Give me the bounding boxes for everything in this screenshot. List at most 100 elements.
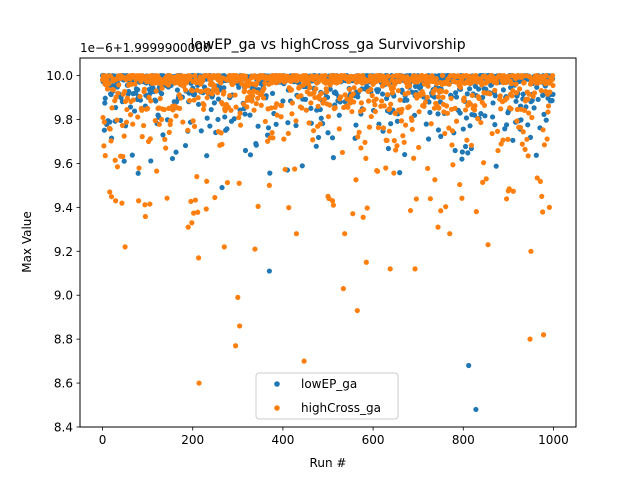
data-point <box>420 91 426 97</box>
data-point <box>462 143 469 150</box>
data-point <box>194 174 200 180</box>
data-point <box>438 208 444 214</box>
data-point <box>541 111 547 117</box>
data-point <box>549 72 556 79</box>
data-point <box>480 179 486 185</box>
data-point <box>527 336 533 342</box>
data-point <box>218 130 224 136</box>
data-point <box>475 116 481 122</box>
data-point <box>153 98 159 104</box>
data-point <box>547 89 553 95</box>
data-point <box>483 176 489 182</box>
data-point <box>204 95 210 101</box>
data-point <box>487 91 493 97</box>
data-point <box>388 101 394 107</box>
data-point <box>351 99 357 105</box>
data-point <box>136 198 142 204</box>
data-point <box>497 93 503 99</box>
data-point <box>221 89 227 95</box>
data-point <box>375 125 382 131</box>
data-point <box>288 87 295 93</box>
data-point <box>517 86 523 92</box>
data-point <box>500 87 506 93</box>
data-point <box>310 137 316 143</box>
data-point <box>476 86 482 92</box>
data-point <box>525 122 531 128</box>
data-point <box>392 110 398 116</box>
data-point <box>227 93 233 99</box>
data-point <box>208 106 214 113</box>
data-point <box>440 94 446 100</box>
data-point <box>361 106 367 113</box>
data-point <box>289 111 295 117</box>
data-point <box>255 123 261 129</box>
data-point <box>534 84 540 90</box>
data-point <box>428 121 434 127</box>
y-offset-text: 1e−6+1.9999900000 <box>80 41 211 55</box>
data-point <box>139 134 145 140</box>
data-point <box>481 102 488 108</box>
data-point <box>397 78 403 85</box>
data-point <box>167 72 173 79</box>
data-point <box>397 97 403 103</box>
data-point <box>282 166 288 173</box>
data-point <box>177 105 183 111</box>
data-point <box>222 114 228 120</box>
data-point <box>336 126 342 132</box>
data-point <box>325 130 331 136</box>
data-point <box>355 94 361 100</box>
data-point <box>467 123 473 129</box>
x-tick-label: 200 <box>181 433 204 447</box>
data-point <box>289 100 295 106</box>
data-point <box>211 83 217 89</box>
data-point <box>357 87 363 93</box>
data-point <box>402 122 409 128</box>
data-point <box>135 114 141 120</box>
data-point <box>364 205 370 211</box>
data-point <box>464 91 470 97</box>
data-point <box>443 89 449 95</box>
data-point <box>316 96 323 102</box>
data-point <box>435 94 442 100</box>
data-point <box>375 87 382 93</box>
data-point <box>543 73 549 79</box>
data-point <box>130 121 136 127</box>
data-point <box>157 95 163 102</box>
data-point <box>214 90 221 96</box>
data-point <box>439 88 445 94</box>
data-point <box>383 165 389 171</box>
data-point <box>539 193 545 200</box>
data-point <box>293 122 299 129</box>
data-point <box>145 105 151 112</box>
data-point <box>373 96 379 102</box>
data-point <box>164 195 170 201</box>
data-point <box>120 153 126 160</box>
legend-marker-highcross-ga <box>274 405 280 411</box>
data-point <box>269 90 276 97</box>
data-point <box>102 95 108 101</box>
data-point <box>538 88 544 94</box>
data-point <box>466 86 473 92</box>
data-point <box>442 130 448 137</box>
data-point <box>520 129 526 135</box>
data-point <box>463 115 470 121</box>
data-point <box>407 207 414 214</box>
data-point <box>360 214 366 220</box>
data-point <box>450 162 456 168</box>
data-point <box>332 105 338 111</box>
data-point <box>461 95 467 101</box>
data-point <box>400 133 406 139</box>
data-point <box>194 87 200 93</box>
data-point <box>425 136 432 142</box>
data-point <box>303 107 309 113</box>
data-point <box>540 332 547 338</box>
data-point <box>177 95 184 101</box>
data-point <box>493 163 499 169</box>
data-point <box>327 86 333 92</box>
data-point <box>473 406 479 413</box>
data-point <box>109 105 115 111</box>
data-point <box>435 127 442 133</box>
data-point <box>385 73 391 79</box>
data-point <box>198 88 204 95</box>
data-point <box>114 117 120 123</box>
